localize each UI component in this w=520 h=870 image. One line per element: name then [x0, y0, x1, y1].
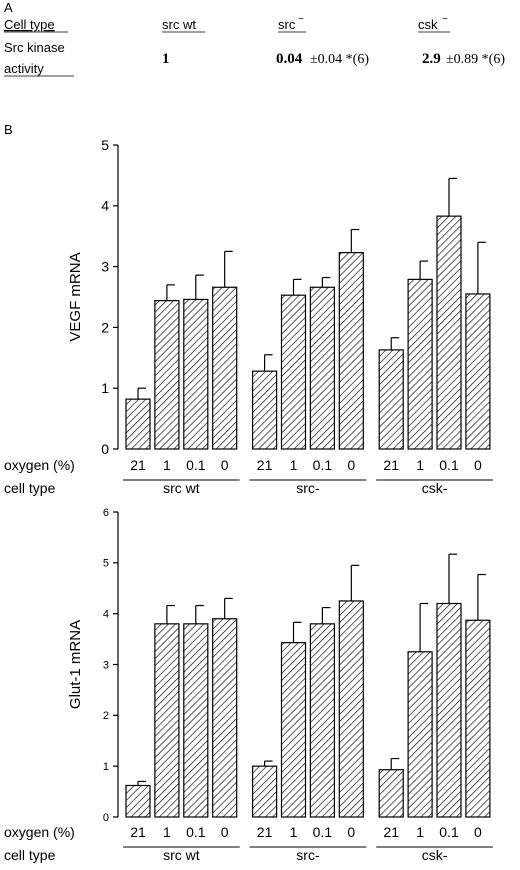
vegf-y-tick-label: 5: [101, 137, 109, 153]
vegf-x-tick-label: 0.1: [439, 457, 459, 473]
vegf-group-label: src-: [296, 480, 320, 496]
glut-bar: [436, 602, 462, 818]
glut-x-tick-label: 21: [130, 824, 146, 840]
panel-b-label: B: [4, 122, 13, 137]
vegf-bar: [252, 370, 278, 450]
vegf-y-label: VEGF mRNA: [67, 252, 84, 341]
vegf-bar: [465, 293, 491, 450]
vegf-x-tick-label: 0: [474, 457, 482, 473]
glut-y-tick-label: 1: [103, 761, 109, 773]
header-src-minus: src: [278, 17, 296, 32]
vegf-x-tick-label: 0: [347, 457, 355, 473]
glut-y-tick-label: 3: [103, 659, 109, 671]
glut-x-tick-label: 21: [257, 824, 273, 840]
vegf-x-tick-label: 1: [416, 457, 424, 473]
glut-x-tick-label: 0.1: [186, 824, 206, 840]
vegf-x-tick-label: 0: [221, 457, 229, 473]
vegf-bar: [183, 298, 209, 450]
src-minus-value: 0.04: [276, 51, 303, 67]
vegf-y-tick-label: 3: [101, 259, 109, 275]
vegf-oxygen-label: oxygen (%): [4, 457, 75, 473]
vegf-bar: [280, 294, 307, 450]
glut-x-tick-label: 0.1: [313, 824, 333, 840]
glut-group-label: src-: [296, 847, 320, 863]
panel-a-label: A: [4, 0, 13, 15]
glut-y-tick-label: 2: [103, 710, 109, 722]
glut-y-tick-label: 5: [103, 558, 109, 570]
vegf-x-tick-label: 21: [257, 457, 273, 473]
glut-bar: [212, 618, 238, 818]
vegf-bar: [407, 278, 433, 450]
src-minus-sd: ±0.04 *(6): [310, 52, 369, 67]
header-csk-minus: csk: [418, 17, 438, 32]
vegf-x-tick-label: 1: [163, 457, 171, 473]
glut-bar: [280, 642, 307, 818]
glut-bar: [309, 623, 335, 818]
glut-bar: [154, 623, 180, 818]
vegf-bar: [309, 286, 335, 450]
glut-x-tick-label: 0: [221, 824, 229, 840]
header-cell-type: Cell type: [4, 17, 55, 32]
glut-bar: [252, 765, 278, 818]
vegf-bar: [378, 349, 404, 450]
row-label-line2: activity: [4, 61, 44, 76]
vegf-bar: [436, 215, 462, 450]
glut-bar: [378, 769, 404, 818]
vegf-group-label: csk-: [422, 480, 448, 496]
glut-x-tick-label: 0.1: [439, 824, 459, 840]
glut-x-tick-label: 1: [290, 824, 298, 840]
vegf-bar: [154, 300, 180, 450]
vegf-y-tick-label: 0: [101, 441, 109, 457]
glut-bar: [338, 600, 364, 818]
glut-oxygen-label: oxygen (%): [4, 824, 75, 840]
chart-vegf: 0 1 2 3 4 5 VEGF mRNA 21 1 0.1 0 21 1 0.1 0 21 1 0.1 0 oxyg…: [4, 137, 493, 496]
csk-minus-value: 2.9: [422, 51, 441, 67]
vegf-x-tick-label: 0.1: [186, 457, 206, 473]
vegf-bar: [212, 286, 238, 450]
vegf-group-label: src wt: [163, 480, 200, 496]
vegf-x-tick-label: 21: [383, 457, 399, 473]
vegf-bar: [338, 252, 364, 450]
glut-x-tick-label: 0: [347, 824, 355, 840]
vegf-y-tick-label: 4: [101, 198, 109, 214]
vegf-x-tick-label: 1: [290, 457, 298, 473]
glut-celltype-label: cell type: [4, 847, 56, 863]
glut-y-tick-label: 6: [103, 507, 109, 519]
glut-bar: [125, 784, 151, 818]
glut-x-tick-label: 21: [383, 824, 399, 840]
vegf-y-tick-label: 1: [101, 380, 109, 396]
vegf-celltype-label: cell type: [4, 480, 56, 496]
src-wt-value: 1: [162, 51, 170, 67]
header-src-wt: src wt: [162, 17, 196, 32]
glut-y-tick-label: 4: [103, 609, 109, 621]
glut-group-label: src wt: [163, 847, 200, 863]
glut-bar: [183, 623, 209, 818]
panel-a: A Cell type src wt src − csk − Src kinas…: [4, 0, 505, 77]
glut-x-tick-label: 0: [474, 824, 482, 840]
vegf-x-tick-label: 0.1: [313, 457, 333, 473]
row-label-line1: Src kinase: [4, 40, 65, 55]
glut-bar: [407, 651, 433, 818]
header-src-minus-sup: −: [298, 14, 304, 25]
glut-x-tick-label: 1: [416, 824, 424, 840]
glut-group-label: csk-: [422, 847, 448, 863]
csk-minus-sd: ±0.89 *(6): [446, 52, 505, 67]
glut-y-tick-label: 0: [103, 812, 109, 824]
vegf-y-tick-label: 2: [101, 319, 109, 335]
chart-glut: 0 1 2 3 4 5 6 Glut-1 mRNA 21 1 0.1 0 21 1 0.1 0 21 1 0.1 0 o…: [4, 507, 493, 863]
vegf-x-tick-label: 21: [130, 457, 146, 473]
vegf-bar: [125, 398, 151, 450]
header-csk-minus-sup: −: [442, 14, 448, 25]
glut-bar: [465, 619, 491, 818]
glut-x-tick-label: 1: [163, 824, 171, 840]
glut-y-label: Glut-1 mRNA: [67, 620, 84, 709]
